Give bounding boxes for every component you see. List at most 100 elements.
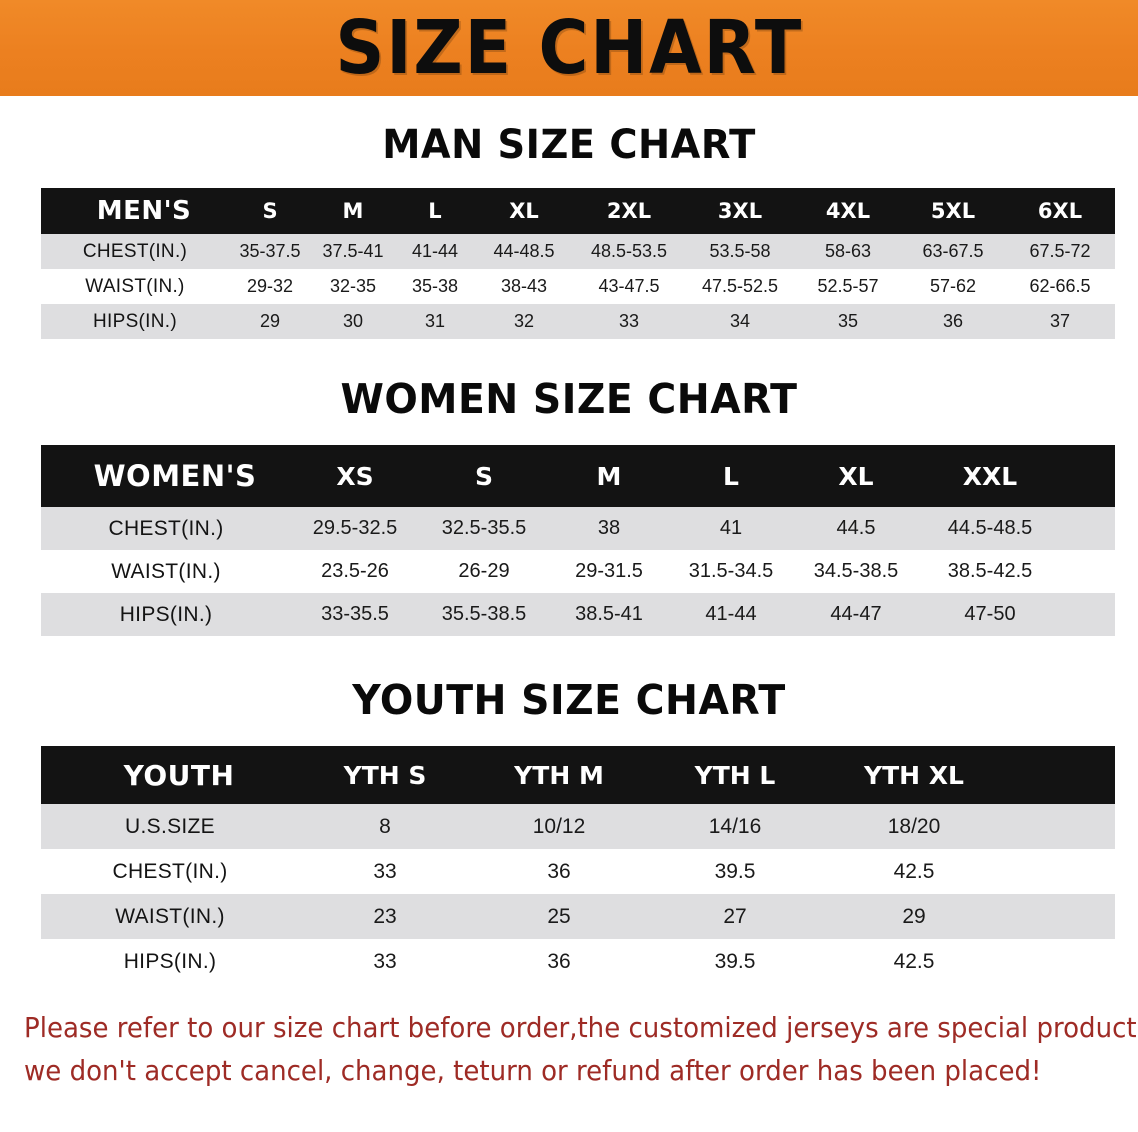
youth-hips-yth-m: 36 [547, 949, 571, 973]
man-column-5xl: 5XL [930, 199, 976, 223]
youth-hips-yth-l: 39.5 [714, 949, 756, 973]
youth-us-size-yth-m: 10/12 [532, 814, 586, 838]
women-column-xxl: XXL [962, 461, 1018, 491]
women-row-label-chest: CHEST(IN.) [108, 516, 224, 540]
man-waist-m: 32-35 [329, 276, 377, 296]
women-column-m: M [596, 461, 622, 491]
women-table-body: CHEST(IN.) 29.5-32.5 32.5-35.5 38 41 44.… [41, 507, 1115, 636]
man-column-2xl: 2XL [606, 199, 652, 223]
table-row: WAIST(IN.) 29-32 32-35 35-38 38-43 43-47… [41, 269, 1115, 304]
youth-column-yth-xl: YTH XL [864, 760, 964, 790]
man-chest-2xl: 48.5-53.5 [590, 241, 668, 261]
man-column-4xl: 4XL [825, 199, 871, 223]
table-header-row: MEN'S S M L XL 2XL 3XL 4XL 5XL 6XL [41, 188, 1115, 234]
women-waist-xs: 23.5-26 [321, 560, 389, 582]
man-chest-5xl: 63-67.5 [922, 241, 984, 261]
women-chest-l: 41 [719, 517, 743, 539]
man-waist-3xl: 47.5-52.5 [701, 276, 779, 296]
man-hips-l: 31 [424, 311, 446, 331]
women-hips-l: 41-44 [705, 603, 757, 625]
man-section-title: MAN SIZE CHART [382, 122, 756, 168]
man-chest-3xl: 53.5-58 [709, 241, 771, 261]
youth-chest-yth-xl: 42.5 [893, 859, 935, 883]
youth-row-label-hips: HIPS(IN.) [123, 949, 217, 973]
women-column-xl: XL [838, 461, 874, 491]
man-hips-m: 30 [342, 311, 364, 331]
man-table-header: MEN'S S M L XL 2XL 3XL 4XL 5XL 6XL [41, 188, 1115, 234]
youth-corner-label: YOUTH [123, 758, 235, 792]
size-chart-banner: SIZE CHART [0, 0, 1138, 96]
youth-hips-yth-s: 33 [373, 949, 397, 973]
women-column-xs: XS [336, 461, 374, 491]
women-chest-spacer [1061, 507, 1115, 550]
man-size-table: MEN'S S M L XL 2XL 3XL 4XL 5XL 6XL CHEST… [41, 188, 1115, 339]
table-row: WAIST(IN.) 23.5-26 26-29 29-31.5 31.5-34… [41, 550, 1115, 593]
man-column-m: M [342, 199, 364, 223]
women-waist-spacer [1061, 550, 1115, 593]
youth-us-size-yth-xl: 18/20 [887, 814, 941, 838]
youth-row-label-us-size: U.S.SIZE [125, 814, 215, 838]
disclaimer-line-2: we don't accept cancel, change, teturn o… [24, 1054, 1042, 1088]
women-waist-xl: 34.5-38.5 [813, 560, 899, 582]
youth-column-yth-m: YTH M [514, 760, 604, 790]
man-chest-6xl: 67.5-72 [1029, 241, 1091, 261]
man-column-l: L [428, 199, 442, 223]
youth-hips-spacer [1005, 939, 1115, 984]
man-row-label-hips: HIPS(IN.) [93, 310, 177, 332]
women-waist-s: 26-29 [458, 560, 510, 582]
youth-column-yth-l: YTH L [694, 760, 776, 790]
man-corner-label: MEN'S [96, 196, 192, 226]
youth-table-header: YOUTH YTH S YTH M YTH L YTH XL [41, 746, 1115, 804]
youth-chest-yth-m: 36 [547, 859, 571, 883]
youth-waist-yth-xl: 29 [902, 904, 926, 928]
youth-size-table-wrapper: YOUTH YTH S YTH M YTH L YTH XL U.S.SIZE … [41, 746, 1115, 984]
man-chest-4xl: 58-63 [824, 241, 872, 261]
women-waist-l: 31.5-34.5 [688, 560, 774, 582]
women-table-header: WOMEN'S XS S M L XL XXL [41, 445, 1115, 507]
table-row: HIPS(IN.) 33-35.5 35.5-38.5 38.5-41 41-4… [41, 593, 1115, 636]
man-column-3xl: 3XL [717, 199, 763, 223]
youth-us-size-spacer [1005, 804, 1115, 849]
man-hips-s: 29 [259, 311, 281, 331]
table-row: HIPS(IN.) 33 36 39.5 42.5 [41, 939, 1115, 984]
table-row: WAIST(IN.) 23 25 27 29 [41, 894, 1115, 939]
women-chest-s: 32.5-35.5 [441, 517, 527, 539]
youth-waist-spacer [1005, 894, 1115, 939]
women-column-s: S [474, 461, 493, 491]
man-waist-2xl: 43-47.5 [598, 276, 660, 296]
youth-waist-yth-m: 25 [547, 904, 571, 928]
youth-hips-yth-xl: 42.5 [893, 949, 935, 973]
women-chest-xl: 44.5 [836, 517, 876, 539]
table-header-row: WOMEN'S XS S M L XL XXL [41, 445, 1115, 507]
women-row-label-hips: HIPS(IN.) [119, 602, 213, 626]
man-waist-xl: 38-43 [500, 276, 548, 296]
man-hips-4xl: 35 [837, 311, 859, 331]
women-hips-xxl: 47-50 [964, 603, 1016, 625]
women-size-table-wrapper: WOMEN'S XS S M L XL XXL CHEST(IN.) 29.5-… [41, 445, 1115, 636]
women-hips-s: 35.5-38.5 [441, 603, 527, 625]
man-column-6xl: 6XL [1037, 199, 1083, 223]
man-row-label-chest: CHEST(IN.) [82, 240, 188, 262]
disclaimer-text: Please refer to our size chart before or… [24, 1006, 1138, 1093]
youth-table-body: U.S.SIZE 8 10/12 14/16 18/20 CHEST(IN.) … [41, 804, 1115, 984]
youth-chest-yth-s: 33 [373, 859, 397, 883]
man-table-body: CHEST(IN.) 35-37.5 37.5-41 41-44 44-48.5… [41, 234, 1115, 339]
women-hips-m: 38.5-41 [575, 603, 643, 625]
man-chest-l: 41-44 [411, 241, 459, 261]
youth-section-title: YOUTH SIZE CHART [352, 676, 786, 724]
women-chest-m: 38 [597, 517, 621, 539]
women-hips-spacer [1061, 593, 1115, 636]
youth-us-size-yth-s: 8 [379, 814, 391, 838]
women-row-label-waist: WAIST(IN.) [111, 559, 221, 583]
women-hips-xl: 44-47 [830, 603, 882, 625]
man-waist-l: 35-38 [411, 276, 459, 296]
man-row-label-waist: WAIST(IN.) [85, 275, 185, 297]
women-hips-xs: 33-35.5 [321, 603, 389, 625]
youth-waist-yth-s: 23 [373, 904, 397, 928]
table-row: HIPS(IN.) 29 30 31 32 33 34 35 36 37 [41, 304, 1115, 339]
women-chest-xxl: 44.5-48.5 [947, 517, 1033, 539]
women-waist-m: 29-31.5 [575, 560, 643, 582]
women-column-l: L [723, 461, 739, 491]
women-waist-xxl: 38.5-42.5 [947, 560, 1033, 582]
youth-row-label-chest: CHEST(IN.) [112, 859, 228, 883]
